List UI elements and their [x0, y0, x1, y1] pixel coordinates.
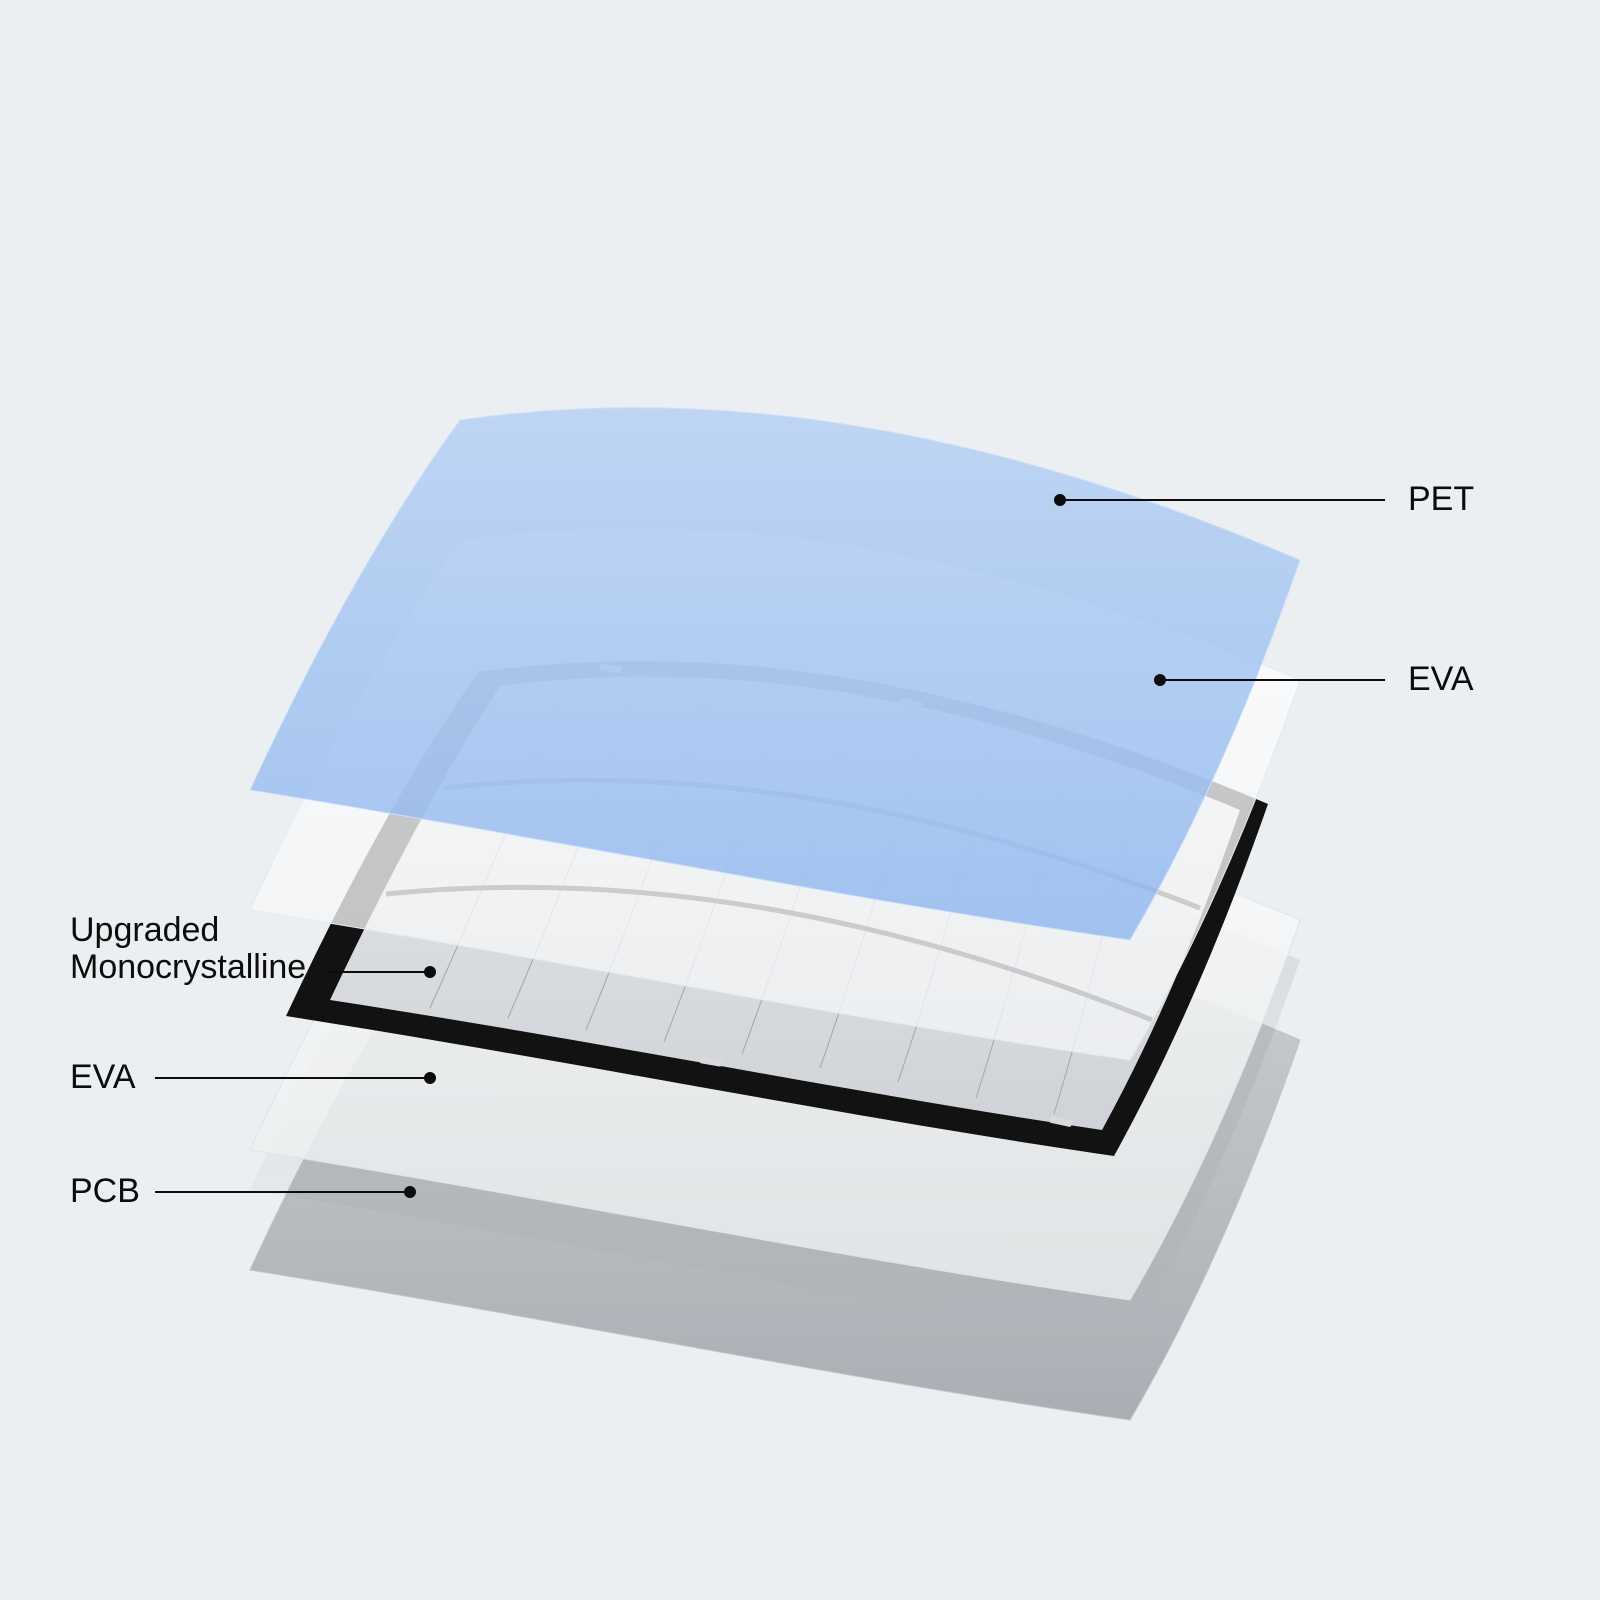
- exploded-diagram: [0, 0, 1600, 1600]
- label-pcb: PCB: [70, 1172, 140, 1211]
- label-eva-bottom: EVA: [70, 1058, 136, 1097]
- infographic-canvas: High-Efficiency and Long-lasting ETFE Mo…: [0, 0, 1600, 1600]
- label-mono: Upgraded Monocrystalline: [70, 912, 306, 987]
- label-eva-top: EVA: [1408, 660, 1474, 699]
- label-pet: PET: [1408, 480, 1474, 519]
